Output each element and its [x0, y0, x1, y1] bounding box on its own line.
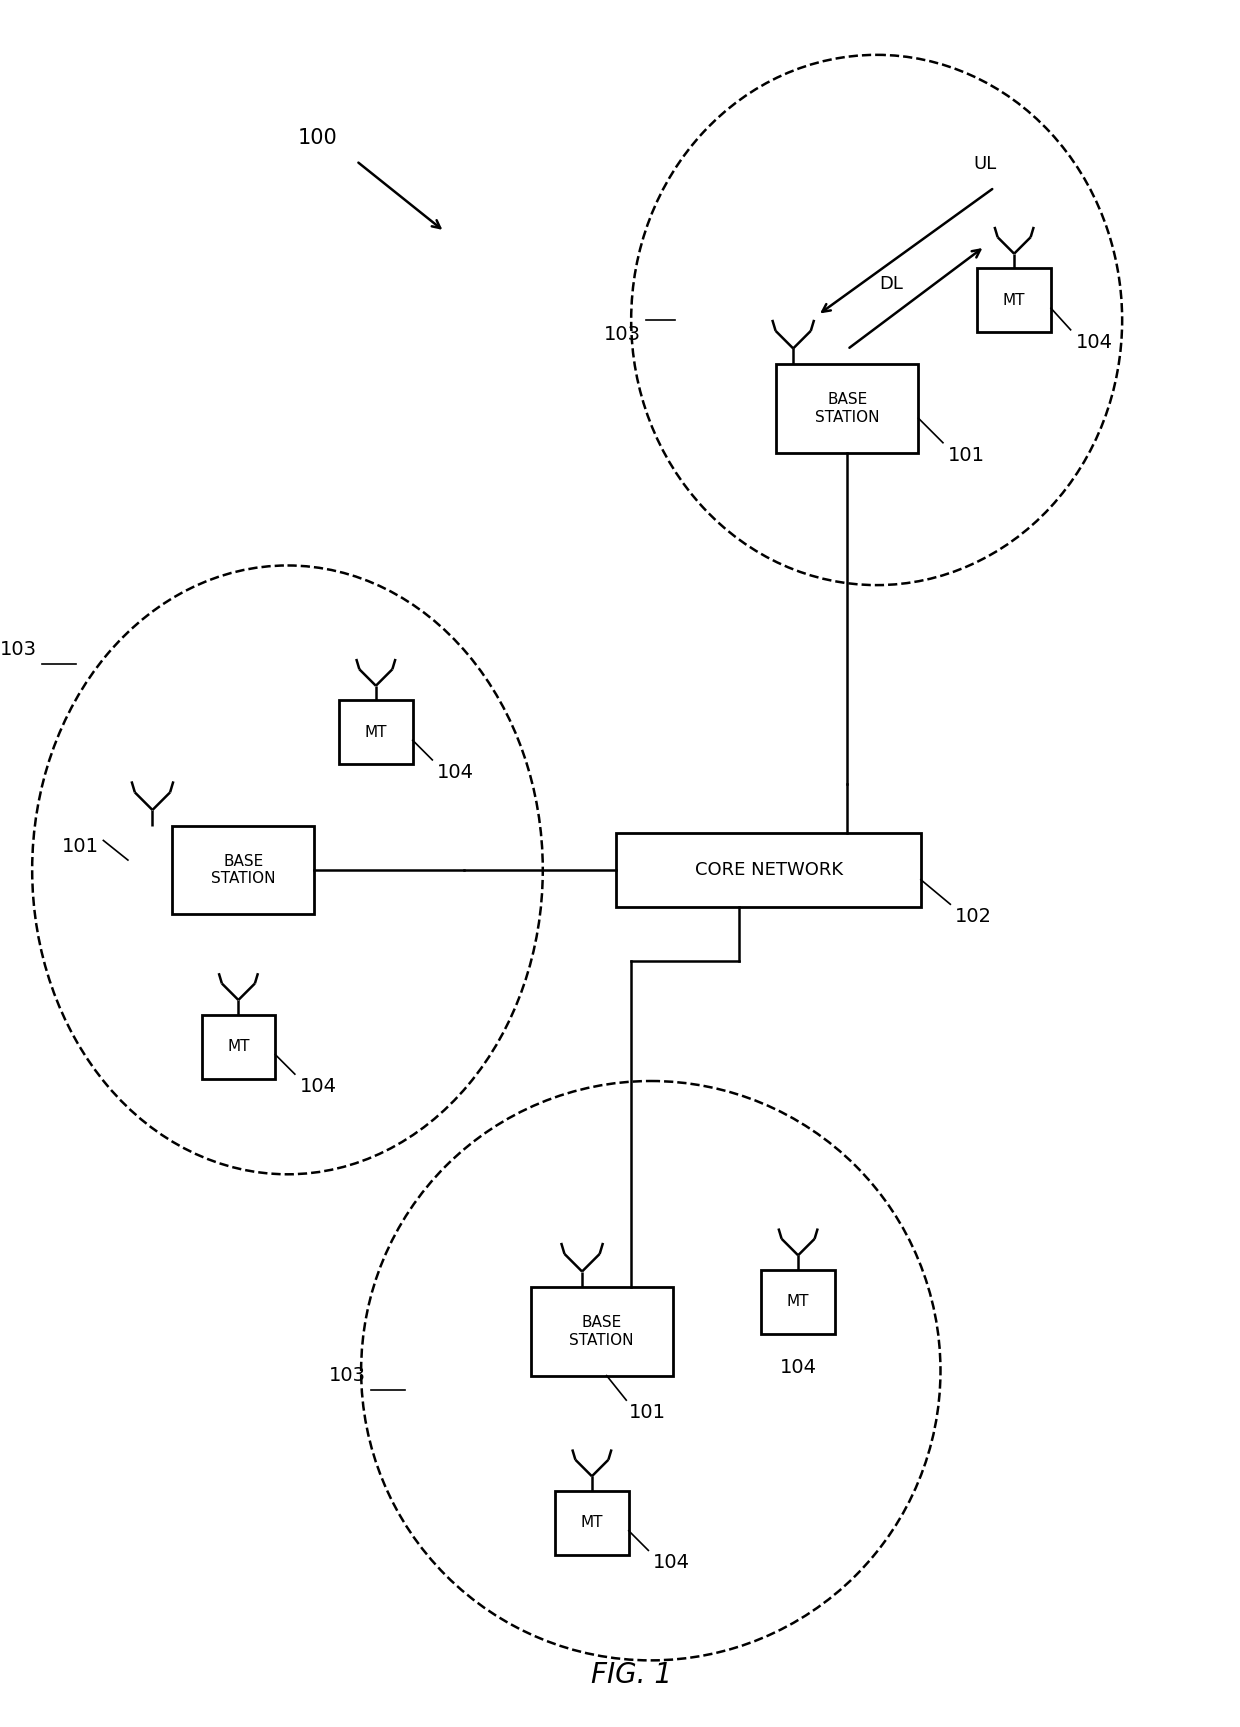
- Text: 101: 101: [947, 446, 985, 465]
- Text: MT: MT: [580, 1515, 603, 1530]
- Text: 104: 104: [300, 1078, 337, 1097]
- Text: BASE
STATION: BASE STATION: [815, 392, 879, 425]
- Text: 104: 104: [780, 1359, 817, 1378]
- Text: 100: 100: [298, 128, 337, 149]
- Text: MT: MT: [1003, 294, 1025, 307]
- Bar: [339, 701, 413, 765]
- Bar: [172, 826, 315, 914]
- Text: FIG. 1: FIG. 1: [590, 1661, 672, 1689]
- Text: 104: 104: [1075, 333, 1112, 352]
- Text: 101: 101: [629, 1402, 666, 1421]
- Text: 102: 102: [955, 907, 992, 926]
- Text: MT: MT: [227, 1040, 249, 1053]
- Text: BASE
STATION: BASE STATION: [211, 853, 275, 886]
- Text: BASE
STATION: BASE STATION: [569, 1316, 634, 1347]
- Text: 104: 104: [653, 1553, 691, 1572]
- Bar: [556, 1490, 629, 1554]
- Text: DL: DL: [879, 275, 903, 294]
- Bar: [616, 832, 921, 907]
- Bar: [776, 364, 919, 452]
- Text: 104: 104: [438, 763, 474, 782]
- Text: 103: 103: [0, 639, 37, 658]
- Bar: [977, 268, 1052, 332]
- Text: 103: 103: [604, 325, 641, 344]
- Bar: [531, 1287, 673, 1376]
- Text: 101: 101: [62, 838, 98, 857]
- Text: UL: UL: [973, 155, 996, 173]
- Text: MT: MT: [365, 725, 387, 739]
- Text: MT: MT: [787, 1295, 810, 1309]
- Text: 103: 103: [329, 1366, 366, 1385]
- Bar: [761, 1269, 835, 1333]
- Bar: [202, 1015, 275, 1079]
- Text: CORE NETWORK: CORE NETWORK: [694, 860, 843, 879]
